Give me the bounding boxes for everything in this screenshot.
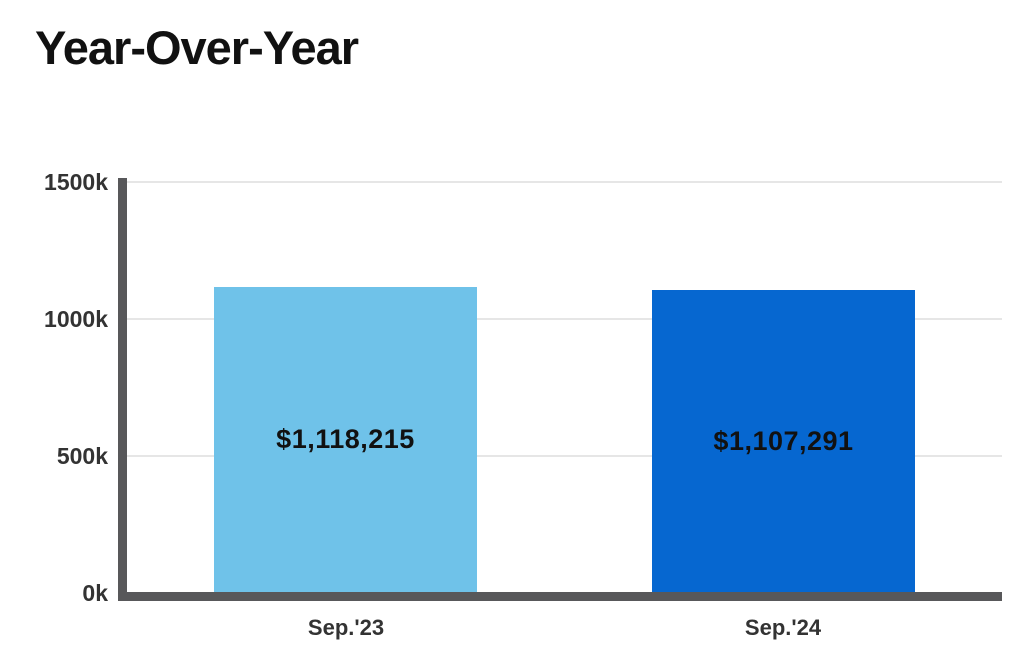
y-tick-label: 500k (56, 443, 108, 469)
x-tick-label: Sep.'23 (307, 615, 385, 640)
y-axis-line (118, 178, 127, 601)
bar-value-label: $1,107,291 (713, 425, 854, 456)
bar-sep-24[interactable]: $1,107,291 (652, 290, 915, 592)
y-tick-label: 1500k (44, 169, 108, 195)
gridline (127, 318, 1002, 320)
chart-title: Year-Over-Year (35, 21, 359, 74)
y-tick-label: 1000k (44, 306, 108, 332)
y-tick-label: 0k (82, 580, 108, 606)
gridline (127, 455, 1002, 457)
bar-value-label: $1,118,215 (276, 424, 415, 454)
x-tick-label: Sep.'24 (744, 615, 822, 640)
gridline (127, 181, 1002, 183)
bar-sep-23[interactable]: $1,118,215 (214, 287, 477, 592)
x-axis-line (118, 592, 1002, 601)
